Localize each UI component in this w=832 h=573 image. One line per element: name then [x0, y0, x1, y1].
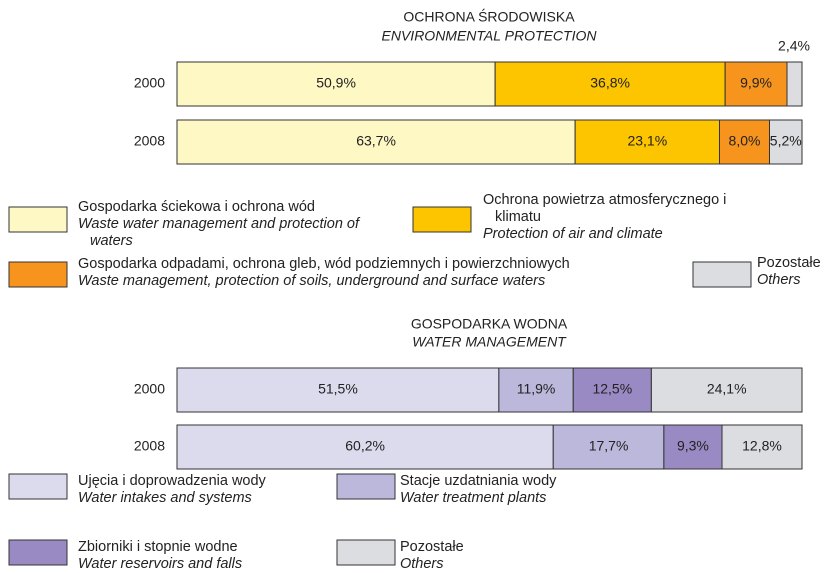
legend-entry: Zbiorniki i stopnie wodne Water reservoir… — [78, 539, 338, 573]
legend-label: Ujęcia i doprowadzenia wody — [78, 473, 266, 489]
legend-label: Ochrona powietrza atmosferycznego i klim… — [483, 192, 727, 225]
legend-label: Gospodarka odpadami, ochrona gleb, wód p… — [78, 256, 570, 272]
bar-segment — [769, 119, 803, 165]
chart-title: OCHRONA ŚRODOWISKA — [403, 8, 575, 25]
legend-label-en: Waste management, protection of soils, u… — [78, 273, 546, 289]
category-label: 2000 — [134, 381, 165, 397]
value-label: 11,9% — [517, 381, 556, 397]
value-label: 2,4% — [778, 38, 810, 54]
value-label: 24,1% — [707, 381, 747, 397]
legend-label-en: Others — [400, 556, 444, 572]
category-label: 2000 — [134, 75, 165, 91]
legend-swatch — [8, 206, 68, 233]
legend-entry: Pozostałe Others — [400, 539, 660, 573]
bar-segment — [498, 367, 574, 413]
legend-swatch — [692, 261, 752, 288]
chart-subtitle: ENVIRONMENTAL PROTECTION — [382, 28, 598, 44]
legend-label-en: Water reservoirs and falls — [78, 556, 243, 572]
legend-swatch — [336, 473, 396, 500]
value-label: 23,1% — [627, 133, 667, 149]
value-label: 50,9% — [316, 75, 356, 91]
bar-segment — [572, 367, 652, 413]
legend-label: Stacje uzdatniania wody — [400, 473, 557, 489]
bar-segment — [176, 367, 500, 413]
category-label: 2008 — [134, 133, 165, 149]
chart-subtitle: WATER MANAGEMENT — [412, 334, 567, 350]
legend-label-en: Waste water management and protection of… — [78, 216, 360, 249]
category-label: 2008 — [134, 438, 165, 454]
bar-segment — [494, 61, 726, 107]
value-label: 5,2% — [770, 133, 802, 149]
legend-label-en: Others — [757, 272, 801, 288]
legend-swatch — [8, 261, 68, 288]
bar-segment — [650, 367, 803, 413]
bar-segment — [721, 424, 803, 470]
legend-entry: Ochrona powietrza atmosferycznego i klim… — [483, 192, 745, 243]
value-label: 17,7% — [589, 438, 629, 454]
value-label: 9,3% — [677, 438, 709, 454]
chart-title: GOSPODARKA WODNA — [411, 316, 568, 332]
legend-entry: Pozostałe Others — [757, 255, 832, 289]
bar-segment — [176, 119, 576, 165]
legend-label-en: Water intakes and systems — [78, 490, 252, 506]
value-label: 9,9% — [740, 75, 772, 91]
legend-entry: Gospodarka odpadami, ochrona gleb, wód p… — [78, 256, 698, 290]
legend-swatch — [336, 539, 396, 566]
bar-segment — [663, 424, 723, 470]
value-label: 36,8% — [590, 75, 630, 91]
legend-swatch — [8, 539, 68, 566]
legend-entry: Gospodarka ściekowa i ochrona wód Waste w… — [78, 199, 381, 250]
bar-segment — [724, 61, 788, 107]
value-label: 12,5% — [592, 381, 632, 397]
legend-swatch — [412, 206, 472, 233]
value-label: 60,2% — [345, 438, 385, 454]
legend-label-en: Protection of air and climate — [483, 226, 663, 242]
value-label: 51,5% — [318, 381, 358, 397]
legend-label: Pozostałe — [400, 539, 464, 555]
value-label: 63,7% — [356, 133, 396, 149]
legend-swatch — [8, 473, 68, 500]
legend-label: Zbiorniki i stopnie wodne — [78, 539, 238, 555]
legend-label: Gospodarka ściekowa i ochrona wód — [78, 199, 315, 215]
bar-segment — [786, 61, 803, 107]
legend-label: Pozostałe — [757, 255, 821, 271]
bar-segment — [176, 61, 496, 107]
bar-segment — [176, 424, 554, 470]
legend-label-en: Water treatment plants — [400, 490, 547, 506]
legend-entry: Stacje uzdatniania wody Water treatment p… — [400, 473, 660, 507]
value-label: 12,8% — [742, 438, 782, 454]
value-label: 8,0% — [729, 133, 761, 149]
legend-entry: Ujęcia i doprowadzenia wody Water intakes… — [78, 473, 338, 507]
